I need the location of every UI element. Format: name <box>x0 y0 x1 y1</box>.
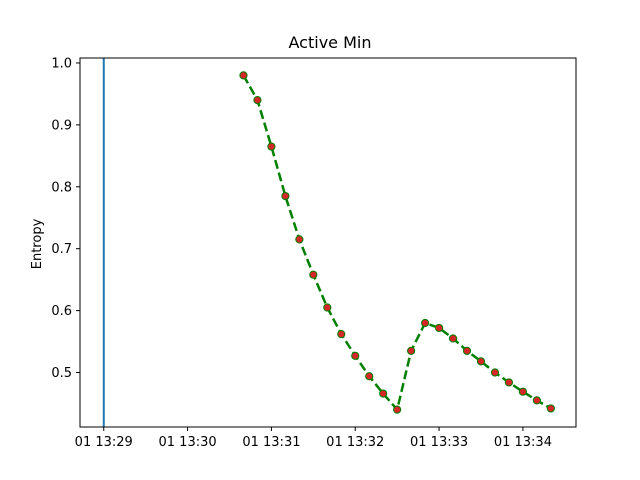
data-point-2 <box>253 96 262 105</box>
data-point-13 <box>407 346 416 355</box>
x-tick-label: 01 13:29 <box>75 435 133 450</box>
x-tick-label: 01 13:30 <box>159 435 217 450</box>
data-point-12 <box>393 405 402 414</box>
data-point-8 <box>337 330 346 339</box>
data-point-11 <box>379 389 388 398</box>
data-point-7 <box>323 303 332 312</box>
data-point-14 <box>421 318 430 328</box>
data-point-16 <box>448 334 458 343</box>
data-point-15 <box>434 323 444 333</box>
x-tick-label: 01 13:33 <box>410 435 468 450</box>
data-point-17 <box>462 346 472 355</box>
chart-title: Active Min <box>289 33 372 52</box>
y-tick-label: 0.8 <box>51 180 72 195</box>
data-point-18 <box>476 357 486 366</box>
x-tick-label: 01 13:34 <box>494 435 552 450</box>
plot-frame <box>79 57 577 428</box>
x-tick-label: 01 13:31 <box>242 435 300 450</box>
y-tick-label: 0.9 <box>51 118 72 133</box>
y-tick-label: 0.7 <box>51 242 72 257</box>
data-point-10 <box>365 372 374 381</box>
data-point-19 <box>490 368 500 377</box>
y-axis-label: Entropy <box>30 218 45 269</box>
chart-marks <box>102 58 555 427</box>
data-point-6 <box>309 270 318 279</box>
y-tick-label: 0.5 <box>51 366 72 381</box>
y-tick-label: 1.0 <box>51 56 72 71</box>
data-point-23 <box>546 404 555 413</box>
data-point-5 <box>295 235 304 244</box>
data-point-3 <box>267 142 276 151</box>
data-point-4 <box>281 191 290 201</box>
chart-axes: 01 13:29 01 13:30 01 13:31 01 13:32 01 13:33… <box>51 56 577 450</box>
data-point-22 <box>532 396 541 405</box>
data-point-9 <box>351 351 360 360</box>
x-tick-label: 01 13:32 <box>326 435 384 450</box>
data-point-1 <box>239 71 248 80</box>
data-point-20 <box>504 378 514 387</box>
y-tick-label: 0.6 <box>51 304 72 319</box>
data-point-21 <box>518 387 528 396</box>
